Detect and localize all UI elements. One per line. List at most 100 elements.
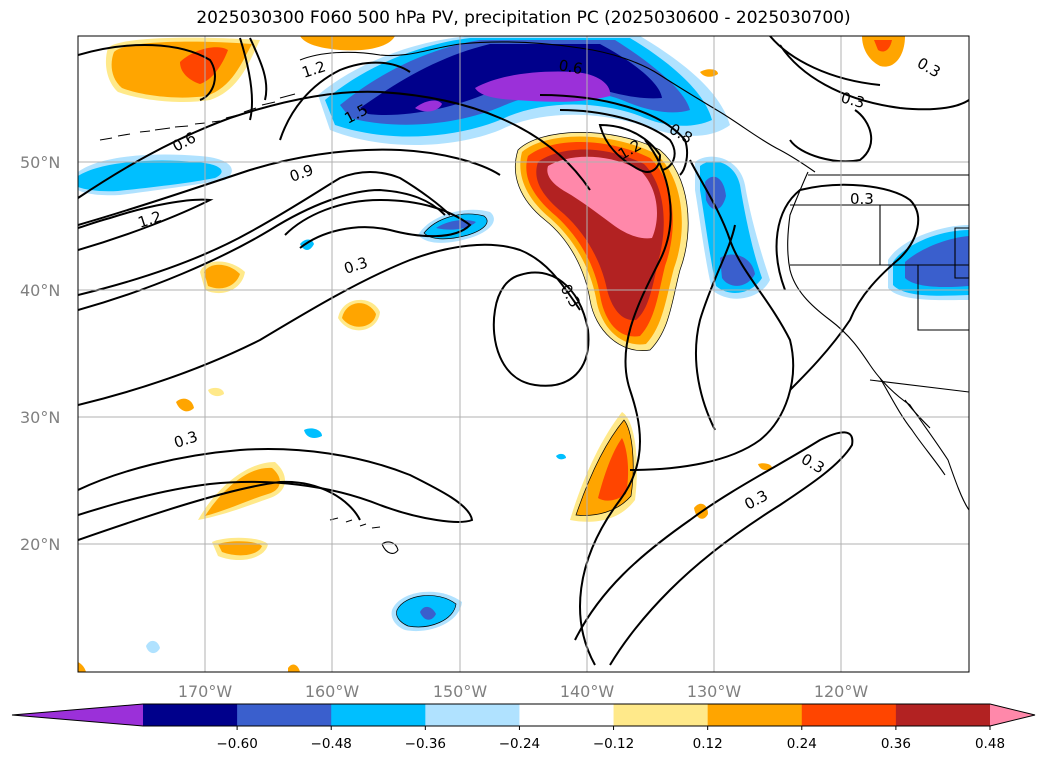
shade-neg-south-blue: [420, 606, 436, 620]
lon-tick-label: 170°W: [178, 682, 233, 701]
colorbar-tick-label: 0.36: [881, 736, 911, 752]
colorbar-tick-label: −0.60: [216, 736, 257, 752]
lon-tick-label: 130°W: [687, 682, 742, 701]
contour-0p3-ne: [769, 36, 969, 111]
contour-1p2-a: [78, 198, 214, 251]
shade-outlines: [396, 132, 689, 628]
shade-pos-top: [300, 36, 395, 51]
contour-0p3-trough: [579, 139, 672, 666]
contour-1p5: [279, 61, 411, 141]
shade-neg-coast-blue: [705, 176, 755, 286]
colorbar-segment: [519, 704, 615, 726]
graticule: [78, 36, 969, 672]
colorbar-segment: [425, 704, 520, 726]
border-states: [790, 205, 969, 393]
contour-1p2-c2: [598, 123, 662, 173]
precip-shading: [78, 36, 969, 672]
contour-0p3-east: [574, 431, 854, 666]
lon-tick-label: 150°W: [433, 682, 488, 701]
colorbar-tick-label: 0.48: [975, 736, 1005, 752]
coast-baja: [879, 377, 946, 476]
contour-0p8: [559, 109, 676, 171]
contour-0p3-loop: [492, 271, 590, 387]
colorbar-extend-low: [12, 704, 143, 726]
colorbar-tick-label: −0.24: [499, 736, 540, 752]
shade-pos-big-pink: [547, 156, 657, 239]
lon-tick-label: 120°W: [814, 682, 869, 701]
colorbar-segment: [613, 704, 709, 726]
contour-0p3-sw: [78, 480, 361, 541]
lat-tick-label: 40°N: [20, 281, 60, 300]
shade-pos-ne-red: [874, 40, 892, 52]
outline-big: [514, 132, 689, 351]
outline-sub: [575, 419, 634, 516]
contour-0p3-south: [78, 448, 474, 523]
shade-pos-small-6: [208, 387, 224, 397]
coast-hawaii: [329, 517, 399, 554]
colorbar-tick-label: 0.12: [693, 736, 723, 752]
contour-label: 0.6: [557, 56, 584, 78]
colorbar-tick-label: −0.48: [311, 736, 352, 752]
lon-tick-label: 140°W: [560, 682, 615, 701]
shade-neg-small-4: [556, 453, 566, 460]
contour-alaska: [239, 37, 268, 121]
colorbar-segment: [707, 704, 803, 726]
contour-0p3-ridge: [629, 159, 795, 471]
contour-0p3-ne-loop: [789, 109, 873, 163]
coast-westcoast: [787, 171, 969, 511]
contour-0p6-outer: [78, 90, 591, 199]
lon-axis: 170°W 160°W 150°W 140°W 130°W 120°W: [178, 682, 869, 701]
contour-0p3-far-e: [694, 224, 736, 431]
colorbar-tick-label: 0.24: [787, 736, 817, 752]
shade-neg-nw-cyan: [78, 160, 222, 192]
map-frame: [77, 35, 970, 673]
lat-axis: 50°N 40°N 30°N 20°N: [20, 153, 60, 554]
coastlines: [99, 41, 969, 554]
contour-0p3-interior: [775, 183, 920, 391]
contour-0p9: [78, 148, 501, 226]
colorbar-segment: [331, 704, 426, 726]
shade-pos-small-10: [288, 664, 300, 672]
lat-tick-label: 20°N: [20, 535, 60, 554]
contour-label: 0.3: [850, 190, 874, 208]
map-title: 2025030300 F060 500 hPa PV, precipitatio…: [196, 8, 851, 28]
lat-tick-label: 50°N: [20, 153, 60, 172]
shade-pos-small-2b: [342, 303, 376, 327]
colorbar-outline: [11, 703, 1036, 727]
colorbar-segment: [801, 704, 897, 726]
coast-alaska: [299, 41, 816, 173]
contour-0p3-center: [78, 243, 581, 406]
colorbar-segment: [237, 704, 332, 726]
shade-pos-small-8: [758, 463, 772, 471]
contour-0p9-inner: [284, 198, 472, 249]
contour-0p6-b: [539, 94, 689, 176]
shade-neg-band-purple-2: [415, 100, 442, 112]
map-background: [78, 36, 969, 672]
contour-label: 0.3: [839, 88, 867, 112]
outline-neg-south: [396, 595, 457, 628]
shade-neg-band-purple: [475, 71, 611, 102]
shade-neg-interior-blue: [905, 236, 969, 288]
outline-neg-mid: [423, 213, 488, 240]
shade-pos-small-1b: [204, 264, 240, 289]
lon-tick-label: 160°W: [305, 682, 360, 701]
colorbar-extend-high: [990, 704, 1035, 726]
colorbar: −0.60 −0.48 −0.36 −0.24 −0.12 0.12 0.24 0.36 0.4…: [11, 703, 1036, 752]
colorbar-tick-label: −0.36: [405, 736, 446, 752]
pv-contours: [78, 36, 969, 666]
map-content: 1.2 1.5 0.6 0.9 1.2 0.3 0.6 0.8 1.2 0.3 …: [78, 36, 969, 672]
shade-pos-small-4b: [218, 541, 262, 556]
colorbar-segment: [895, 704, 991, 726]
shade-pos-small-5: [176, 398, 194, 412]
contour-0p3-west-n: [78, 44, 216, 101]
shade-neg-small-3: [146, 640, 160, 654]
shade-pos-corner: [78, 662, 86, 672]
contour-1p2-b: [78, 171, 451, 296]
shade-pos-small-3b: [205, 467, 280, 516]
shade-neg-small-1: [300, 239, 314, 250]
colorbar-segment: [143, 704, 238, 726]
lat-tick-label: 30°N: [20, 408, 60, 427]
colorbar-tick-label: −0.12: [593, 736, 634, 752]
shade-pos-sub-red: [598, 438, 629, 501]
